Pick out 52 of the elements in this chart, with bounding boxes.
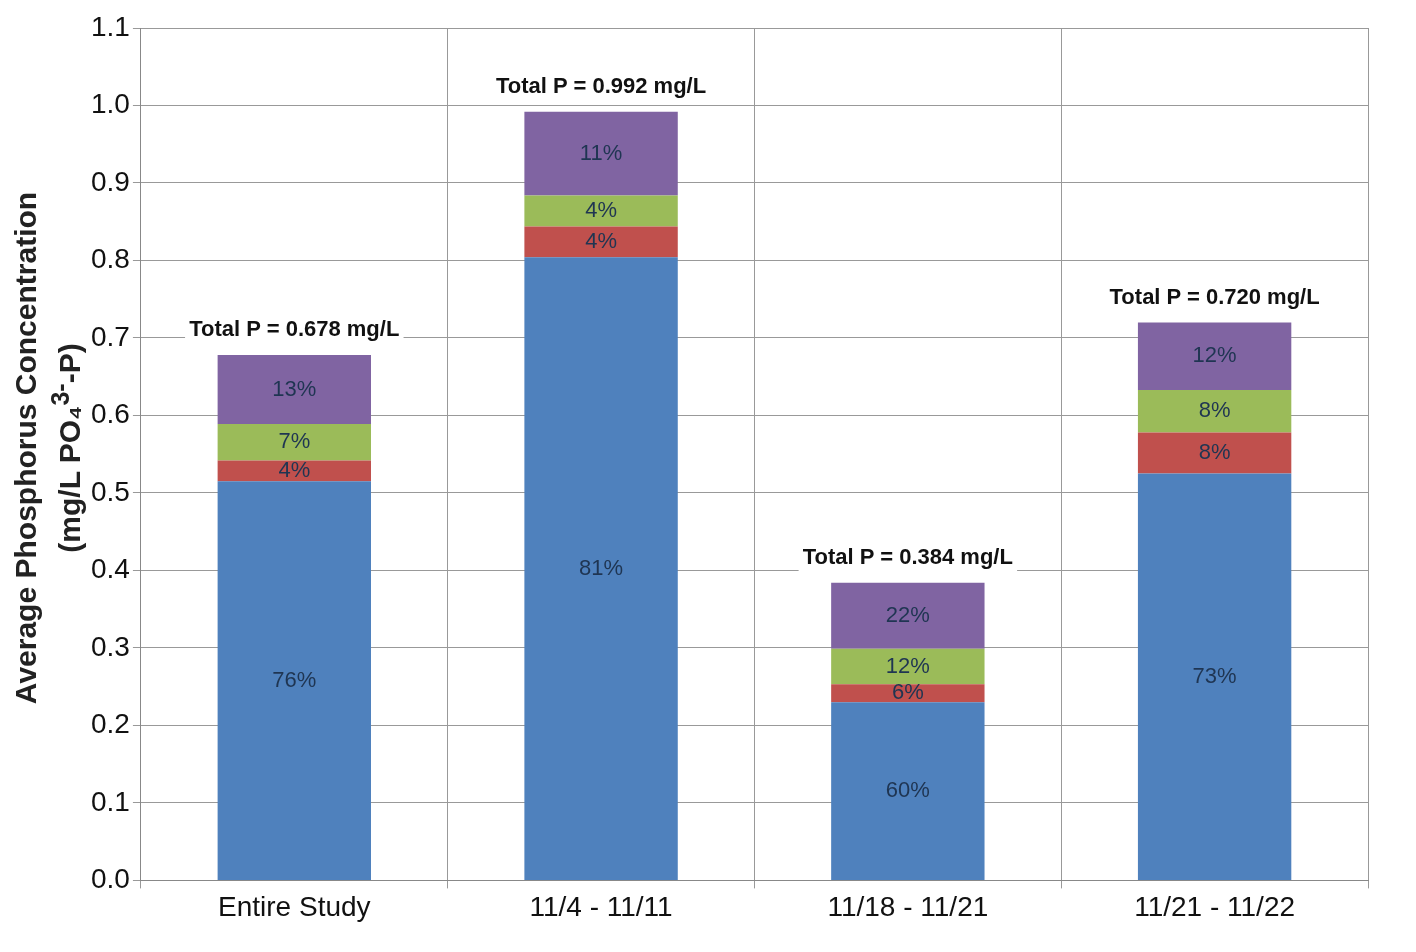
annotation: 8% [1198,397,1231,423]
annotation: 4% [585,227,617,253]
total-label: Total P = 0.384 mg/L [802,543,1013,569]
x-tick-label: 11/4 - 11/11 [529,890,673,922]
x-tick-label: Entire Study [218,890,371,922]
annotation: 4% [585,196,617,222]
total-label: Total P = 0.992 mg/L [496,72,707,98]
x-tick-label: 11/18 - 11/21 [827,890,989,922]
annotation: 13% [272,375,317,401]
bar [831,582,985,649]
bar [524,257,678,880]
bar [217,481,371,880]
y-tick-label: 0.8 [90,243,130,275]
annotation: 73% [1192,662,1237,688]
bar [1137,389,1292,433]
y-tick-label: 0.3 [90,630,130,662]
annotation: 81% [579,554,624,580]
y-tick-label: 0.4 [90,553,130,585]
bar [1137,322,1292,390]
x-tick-label: 11/21 - 11/22 [1134,890,1296,922]
annotation: 8% [1198,439,1231,465]
bar [524,195,678,227]
bar [831,702,985,880]
bar [217,460,371,482]
annotation: 22% [885,601,930,627]
y-tick-label: 1.0 [90,88,130,120]
annotation: 12% [885,652,930,678]
bar [1137,473,1292,880]
annotation: 6% [891,679,924,705]
y-tick-label: 0.1 [90,785,130,817]
annotation: 60% [885,777,930,803]
bar [217,423,371,461]
total-label: Total P = 0.720 mg/L [1109,283,1320,309]
annotation: 4% [278,456,311,482]
bar [217,355,371,424]
y-tick-label: 0.2 [90,708,130,740]
bar [831,648,985,685]
annotation: 7% [278,428,311,454]
y-tick-label: 0.6 [90,398,130,430]
y-tick-label: 0.7 [90,320,130,352]
y-tick-label: 0.0 [90,863,130,895]
annotation: 11% [579,139,623,165]
bar [1137,432,1292,474]
annotation: 12% [1192,342,1237,368]
total-label: Total P = 0.678 mg/L [189,316,400,342]
bar [524,111,678,196]
annotation: 76% [272,666,317,692]
y-tick-label: 1.1 [90,10,130,42]
y-tick-label: 0.9 [90,165,130,197]
bar [524,226,678,258]
y-tick-label: 0.5 [90,475,130,507]
bar [831,684,985,703]
